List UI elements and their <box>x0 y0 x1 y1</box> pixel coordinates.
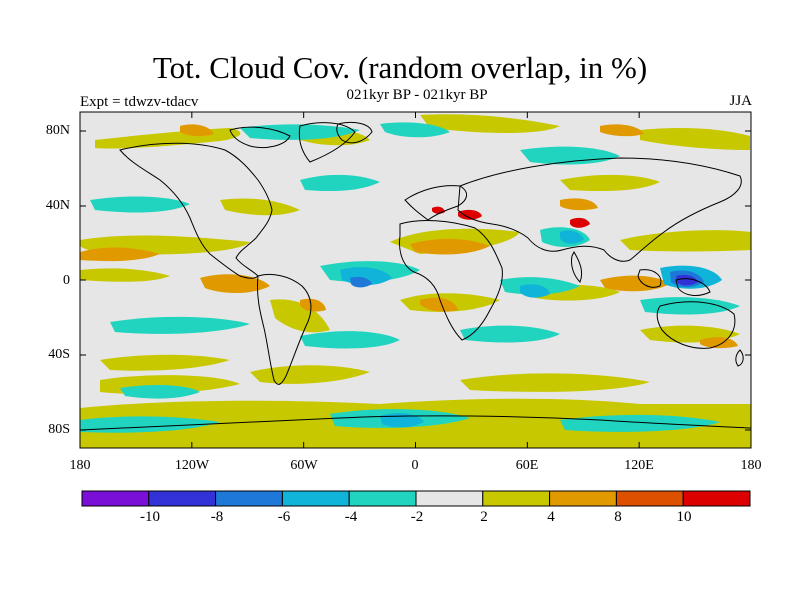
colorbar-label: -2 <box>410 509 424 525</box>
colorbar <box>81 490 751 507</box>
colorbar-label: 2 <box>480 509 488 525</box>
lon-label-60e: 60E <box>515 458 539 473</box>
colorbar-swatch <box>549 490 617 507</box>
coastlines <box>80 121 751 431</box>
latitude-tick-marks <box>80 130 751 431</box>
lon-label-120e: 120E <box>624 458 654 473</box>
lon-label-180w: 180 <box>69 458 91 473</box>
colorbar-swatch <box>81 490 150 507</box>
plot-title: Tot. Cloud Cov. (random overlap, in %) <box>152 50 648 85</box>
colorbar-label: -10 <box>140 509 160 525</box>
colorbar-swatch <box>482 490 551 507</box>
colorbar-swatch <box>615 490 684 507</box>
lat-label-40s: 40S <box>48 347 70 362</box>
colorbar-swatch <box>682 490 751 507</box>
experiment-label: Expt = tdwzv-tdacv <box>80 94 199 110</box>
colorbar-swatch <box>148 490 217 507</box>
lat-label-80n: 80N <box>45 123 70 138</box>
colorbar-label: -4 <box>344 509 358 525</box>
colorbar-label: -8 <box>210 509 224 525</box>
colorbar-swatch <box>415 490 484 507</box>
plot-subtitle: 021kyr BP - 021kyr BP <box>346 87 488 103</box>
season-label: JJA <box>729 93 752 109</box>
colorbar-swatch <box>215 490 283 507</box>
lon-label-60w: 60W <box>290 458 318 473</box>
lat-label-40n: 40N <box>45 198 70 213</box>
lon-label-120w: 120W <box>174 458 210 473</box>
lat-label-80s: 80S <box>48 422 70 437</box>
negative-small-anomaly-patches <box>80 122 740 433</box>
colorbar-label: 4 <box>547 509 555 525</box>
anomaly-fields <box>80 114 751 448</box>
positive-large-anomaly-patches <box>432 206 590 228</box>
lon-label-180e: 180 <box>740 458 762 473</box>
colorbar-swatch <box>281 490 350 507</box>
colorbar-label: -6 <box>277 509 291 525</box>
colorbar-swatch <box>348 490 417 507</box>
colorbar-label: 8 <box>614 509 622 525</box>
longitude-tick-marks <box>79 112 752 448</box>
lat-label-0: 0 <box>63 273 70 288</box>
positive-medium-anomaly-patches <box>80 124 738 349</box>
lon-label-0: 0 <box>411 458 419 473</box>
colorbar-label: 10 <box>676 509 692 525</box>
